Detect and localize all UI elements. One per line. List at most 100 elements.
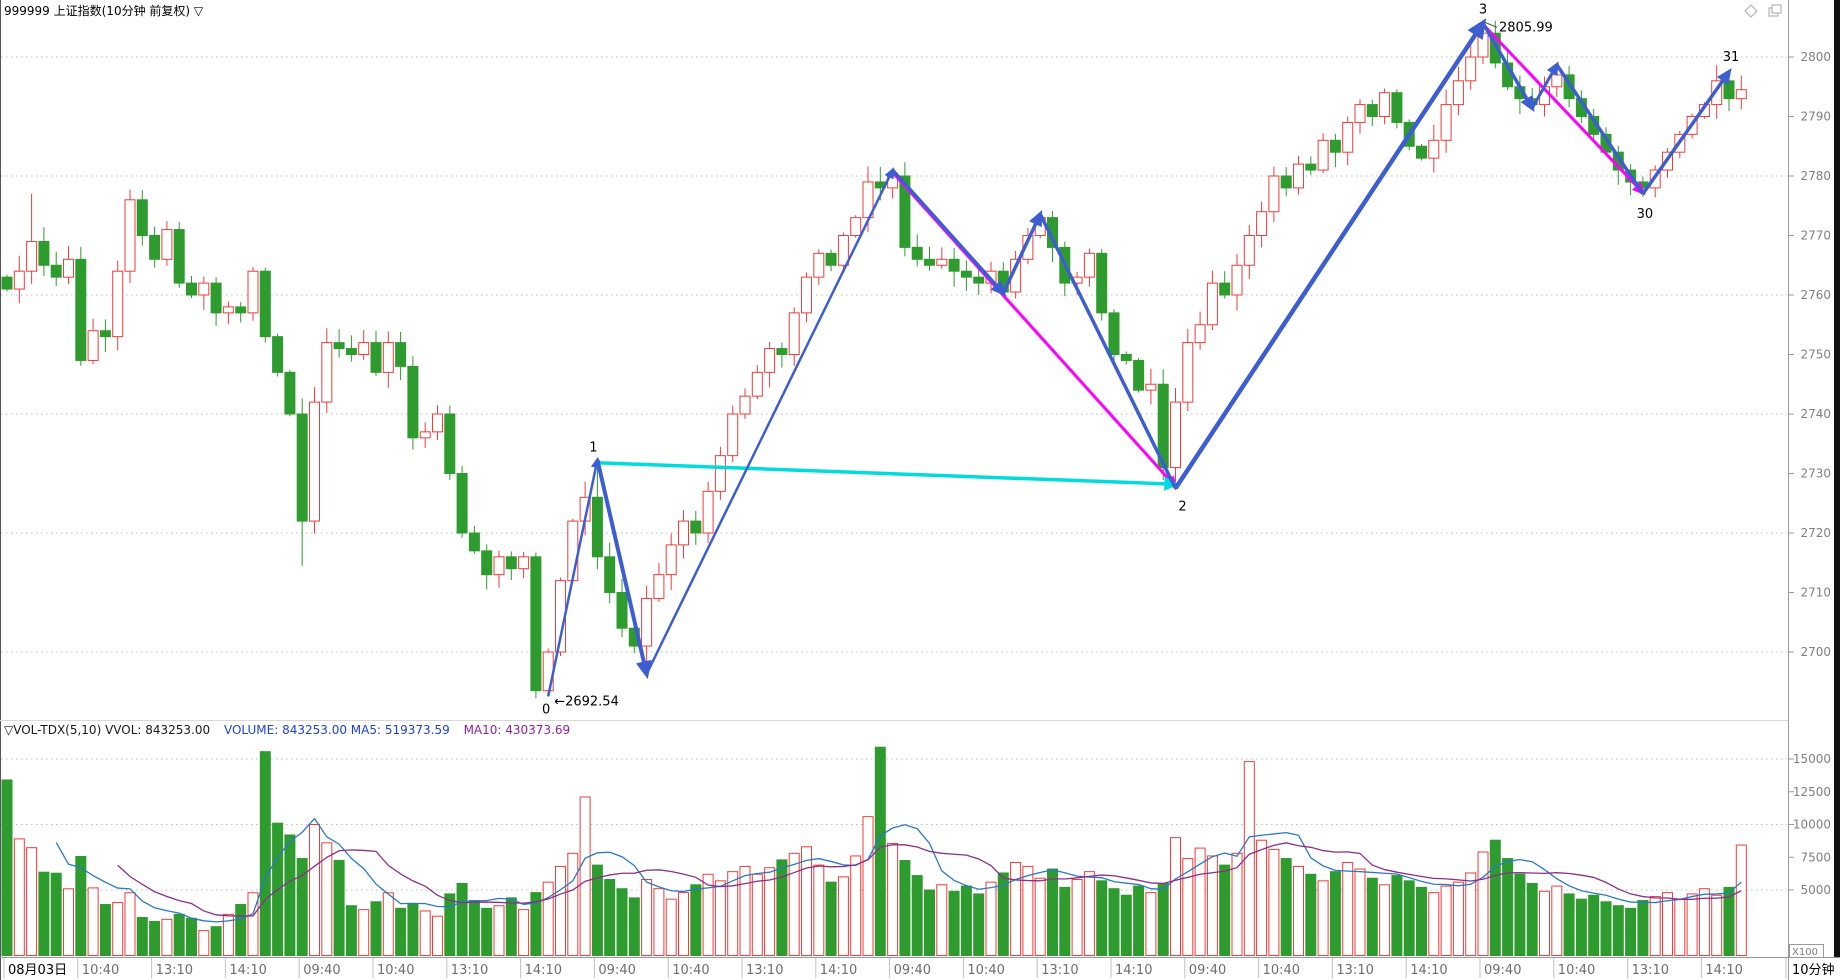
volume-bar [850, 855, 862, 956]
volume-bar [75, 855, 87, 956]
volume-bar [1428, 892, 1440, 956]
volume-bar [1502, 858, 1514, 956]
candle-body [1391, 92, 1403, 123]
volume-bar [788, 852, 800, 957]
trend-segment-blue [1001, 209, 1043, 294]
candle-body [702, 490, 714, 534]
candle-body [395, 342, 407, 367]
volume-bar [801, 846, 812, 957]
volume-bar [1649, 896, 1661, 956]
volume-bar [1329, 871, 1341, 956]
candle-body [358, 342, 370, 356]
candle-body [1206, 282, 1218, 326]
candle-body [1108, 312, 1120, 356]
time-tick-label: 10:40 [377, 963, 414, 978]
volume-bar [247, 892, 259, 956]
volume-bar [296, 858, 308, 956]
candle-body [1157, 383, 1169, 469]
volume-bar [1711, 894, 1723, 956]
volume-bar [1305, 873, 1317, 957]
pivot-label-30: 30 [1637, 207, 1654, 222]
volume-bar [1514, 873, 1526, 957]
candle-body [1083, 252, 1095, 278]
volume-bar [825, 881, 837, 957]
volume-bar [186, 917, 197, 957]
candle-body [591, 496, 603, 558]
pivot-label-0: 0 [542, 702, 550, 717]
candle-body [1563, 74, 1575, 100]
candle-body [825, 252, 837, 266]
volume-bar [1170, 837, 1181, 956]
candle-body [333, 342, 345, 350]
candle-body [38, 240, 50, 266]
volume-tick-label: 5000 [1800, 883, 1831, 897]
volume-bar [1625, 907, 1637, 957]
volume-bar [1452, 881, 1464, 957]
volume-bar [173, 913, 185, 957]
volume-bar [1563, 893, 1575, 956]
volume-bar [862, 816, 874, 957]
volume-tick-label: 7500 [1800, 850, 1831, 864]
candle-body [50, 264, 62, 278]
volume-bar [1293, 865, 1304, 956]
volume-bar [997, 872, 1009, 956]
volume-bar [468, 899, 480, 956]
pivot-label-←2692.54: ←2692.54 [554, 694, 619, 709]
candle-body [419, 431, 431, 439]
volume-bar [1477, 851, 1489, 957]
diamond-icon[interactable] [1744, 4, 1758, 18]
indicator-volume-ma5: VOLUME: 843253.00 MA5: 519373.59 [223, 723, 450, 737]
right-edge-strip [1834, 0, 1840, 957]
volume-bar [1342, 861, 1354, 956]
volume-unit-label: X100 [1792, 947, 1818, 958]
candle-body [210, 282, 222, 314]
volume-bar [1108, 888, 1120, 956]
volume-bar [751, 873, 763, 957]
candle-body [1293, 163, 1304, 189]
volume-bar [456, 882, 468, 957]
toolbar-icons-svg [1744, 4, 1782, 18]
volume-bar [616, 888, 628, 956]
price-tick-label: 2800 [1800, 50, 1831, 64]
volume-bar [1268, 848, 1280, 957]
candle-body [63, 258, 74, 278]
candle-body [1366, 104, 1378, 117]
candle-body [653, 574, 665, 599]
trend-segment-blue [1481, 22, 1535, 113]
candle-body [1096, 252, 1108, 314]
time-tick-label: 09:40 [894, 963, 931, 978]
volume-bar [690, 884, 702, 957]
volume-bar [1551, 885, 1563, 957]
volume-bar [542, 881, 554, 957]
price-tick-label: 2720 [1800, 526, 1831, 540]
ma10-line [117, 842, 1742, 917]
title-dropdown-icon[interactable]: ▽ [193, 4, 204, 18]
volume-bar [887, 842, 899, 956]
candle-body [1256, 211, 1268, 236]
volume-bar [87, 887, 99, 956]
trend-segment-magenta [1481, 23, 1646, 196]
candle-body [321, 342, 333, 403]
volume-bar [1698, 888, 1710, 956]
volume-bar [1194, 847, 1206, 957]
trend-annotations-layer: 0 ←2692.54 1 2 3 2805.99 30 31 [542, 2, 1739, 717]
volume-bar [1059, 886, 1071, 957]
candle-body [530, 556, 542, 692]
candle-body [75, 258, 87, 361]
volume-bar [333, 859, 345, 956]
candle-body [1170, 401, 1181, 469]
copy-icon[interactable] [1768, 4, 1782, 17]
candle-body [1329, 139, 1341, 153]
candle-body [1243, 235, 1255, 266]
candle-body [960, 270, 972, 278]
indicator-name-and-vvol[interactable]: ▽VOL-TDX(5,10) VVOL: 843253.00 [4, 723, 211, 737]
trend-segment-blue [546, 456, 601, 697]
volume-unit-box [1789, 944, 1824, 958]
volume-bar [1120, 894, 1132, 956]
volume-bar [136, 917, 148, 957]
candle-body [1354, 104, 1366, 123]
candle-body [518, 556, 530, 570]
volume-bar [1539, 890, 1550, 956]
ma5-line [55, 817, 1742, 923]
candle-body [1231, 264, 1243, 296]
